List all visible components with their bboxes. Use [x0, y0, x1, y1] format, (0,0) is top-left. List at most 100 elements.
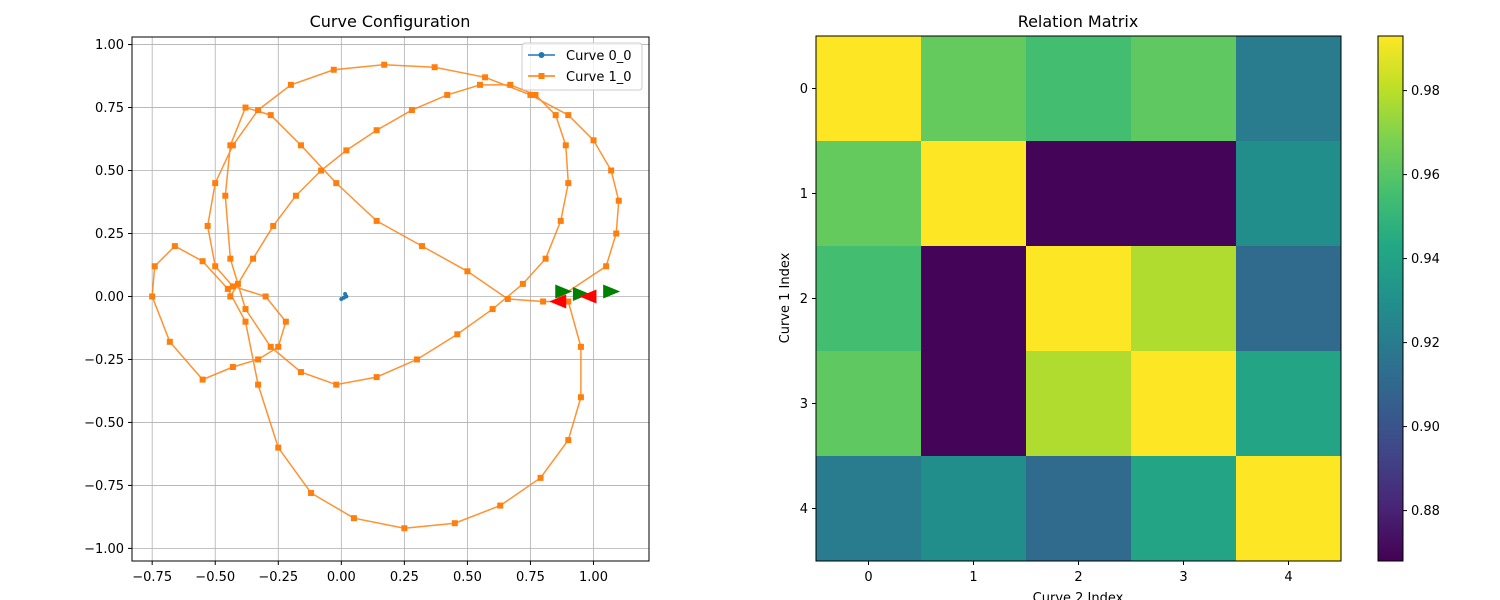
data-point: [282, 318, 289, 325]
heatmap-x-tick-label: 0: [864, 570, 872, 585]
data-point: [229, 364, 236, 371]
x-tick-label: −0.50: [195, 570, 235, 585]
heatmap-cell: [1131, 246, 1237, 352]
data-point: [234, 280, 241, 287]
heatmap-y-ticks: 0 1 2 3 4: [800, 82, 816, 517]
data-point: [542, 255, 549, 262]
data-point: [451, 520, 458, 527]
legend-label-curve-1-0: Curve 1_0: [566, 70, 632, 85]
y-tick-label: −0.75: [84, 479, 124, 494]
data-point: [413, 356, 420, 363]
data-point: [222, 192, 229, 199]
data-point: [255, 381, 262, 388]
curve-plot-series: [149, 61, 622, 532]
heatmap-cell: [1026, 351, 1132, 457]
curve-plot-title: Curve Configuration: [310, 12, 471, 31]
x-tick-label: 0.75: [516, 570, 545, 585]
y-tick-label: −0.25: [84, 353, 124, 368]
data-point: [308, 489, 315, 496]
heatmap-cell: [816, 36, 922, 142]
legend-marker-curve-1-0: [538, 73, 545, 79]
y-tick-label: 0.25: [95, 227, 124, 242]
data-point: [151, 263, 158, 270]
direction-arrow-left: [549, 294, 567, 309]
legend-marker-curve-0-0: [538, 52, 545, 58]
data-point: [489, 306, 496, 313]
heatmap-y-tick-label: 0: [800, 82, 808, 97]
x-tick-label: 1.00: [579, 570, 608, 585]
data-point: [287, 81, 294, 88]
heatmap-y-tick-label: 2: [800, 292, 808, 307]
heatmap-cell: [1131, 141, 1237, 247]
heatmap-cell: [921, 246, 1027, 352]
data-point: [527, 91, 534, 98]
heatmap-x-tick-label: 1: [969, 570, 977, 585]
data-point: [343, 291, 348, 296]
data-point: [270, 222, 277, 229]
heatmap-y-tick-label: 1: [800, 187, 808, 202]
colorbar-tick-label: 0.94: [1411, 252, 1440, 267]
data-point: [477, 81, 484, 88]
data-point: [608, 167, 615, 174]
data-point: [212, 263, 219, 270]
direction-arrow-right: [555, 284, 573, 299]
x-tick-label: 0.50: [453, 570, 482, 585]
data-point: [275, 444, 282, 451]
data-point: [267, 343, 274, 350]
y-tick-label: −0.50: [84, 416, 124, 431]
curve-plot-frame: [131, 36, 650, 562]
heatmap-cell: [1236, 456, 1342, 562]
heatmap-cell: [816, 351, 922, 457]
curve-plot-x-ticks: −0.75 −0.50 −0.25 0.00 0.25 0.50 0.75 1.00: [132, 561, 608, 585]
data-point: [482, 74, 489, 81]
x-tick-label: −0.75: [132, 570, 172, 585]
data-point: [229, 283, 236, 290]
x-tick-label: 0.00: [327, 570, 356, 585]
curve-plot-grid: [132, 37, 649, 561]
data-point: [373, 127, 380, 134]
data-point: [565, 112, 572, 119]
colorbar-tick-label: 0.98: [1411, 84, 1440, 99]
data-point: [297, 142, 304, 149]
colorbar-tick-label: 0.90: [1411, 420, 1440, 435]
data-point: [199, 376, 206, 383]
direction-arrow-right: [572, 286, 590, 301]
heatmap-cell: [816, 456, 922, 562]
data-point: [333, 381, 340, 388]
heatmap-cell: [1131, 351, 1237, 457]
direction-arrows: [549, 284, 621, 309]
data-point: [242, 318, 249, 325]
data-point: [267, 112, 274, 119]
colorbar-tick-label: 0.96: [1411, 168, 1440, 183]
x-tick-label: 0.25: [390, 570, 419, 585]
curve-plot-y-ticks: −1.00 −0.75 −0.50 −0.25 0.00 0.25 0.50 0.75 1.00: [84, 38, 132, 557]
heatmap-cell: [1026, 141, 1132, 247]
data-point: [255, 356, 262, 363]
heatmap-cell: [921, 36, 1027, 142]
data-point: [540, 298, 547, 305]
data-point: [557, 293, 564, 300]
data-point: [552, 112, 559, 119]
data-point: [242, 306, 249, 313]
data-point: [171, 243, 178, 250]
data-point: [262, 293, 269, 300]
heatmap-x-tick-label: 4: [1284, 570, 1292, 585]
y-tick-label: 0.50: [95, 164, 124, 179]
direction-arrow-left: [579, 289, 597, 304]
data-point: [577, 394, 584, 401]
data-point: [224, 285, 231, 292]
data-point: [454, 331, 461, 338]
y-tick-label: 0.75: [95, 101, 124, 116]
heatmap-y-tick-label: 3: [800, 397, 808, 412]
data-point: [199, 258, 206, 265]
heatmap-cell: [1026, 36, 1132, 142]
heatmap-cell: [921, 141, 1027, 247]
heatmap-x-tick-label: 2: [1074, 570, 1082, 585]
legend-label-curve-0-0: Curve 0_0: [566, 49, 632, 64]
x-tick-label: −0.25: [258, 570, 298, 585]
data-point: [350, 515, 357, 522]
data-point: [613, 230, 620, 237]
data-point: [590, 137, 597, 144]
data-point: [464, 268, 471, 275]
